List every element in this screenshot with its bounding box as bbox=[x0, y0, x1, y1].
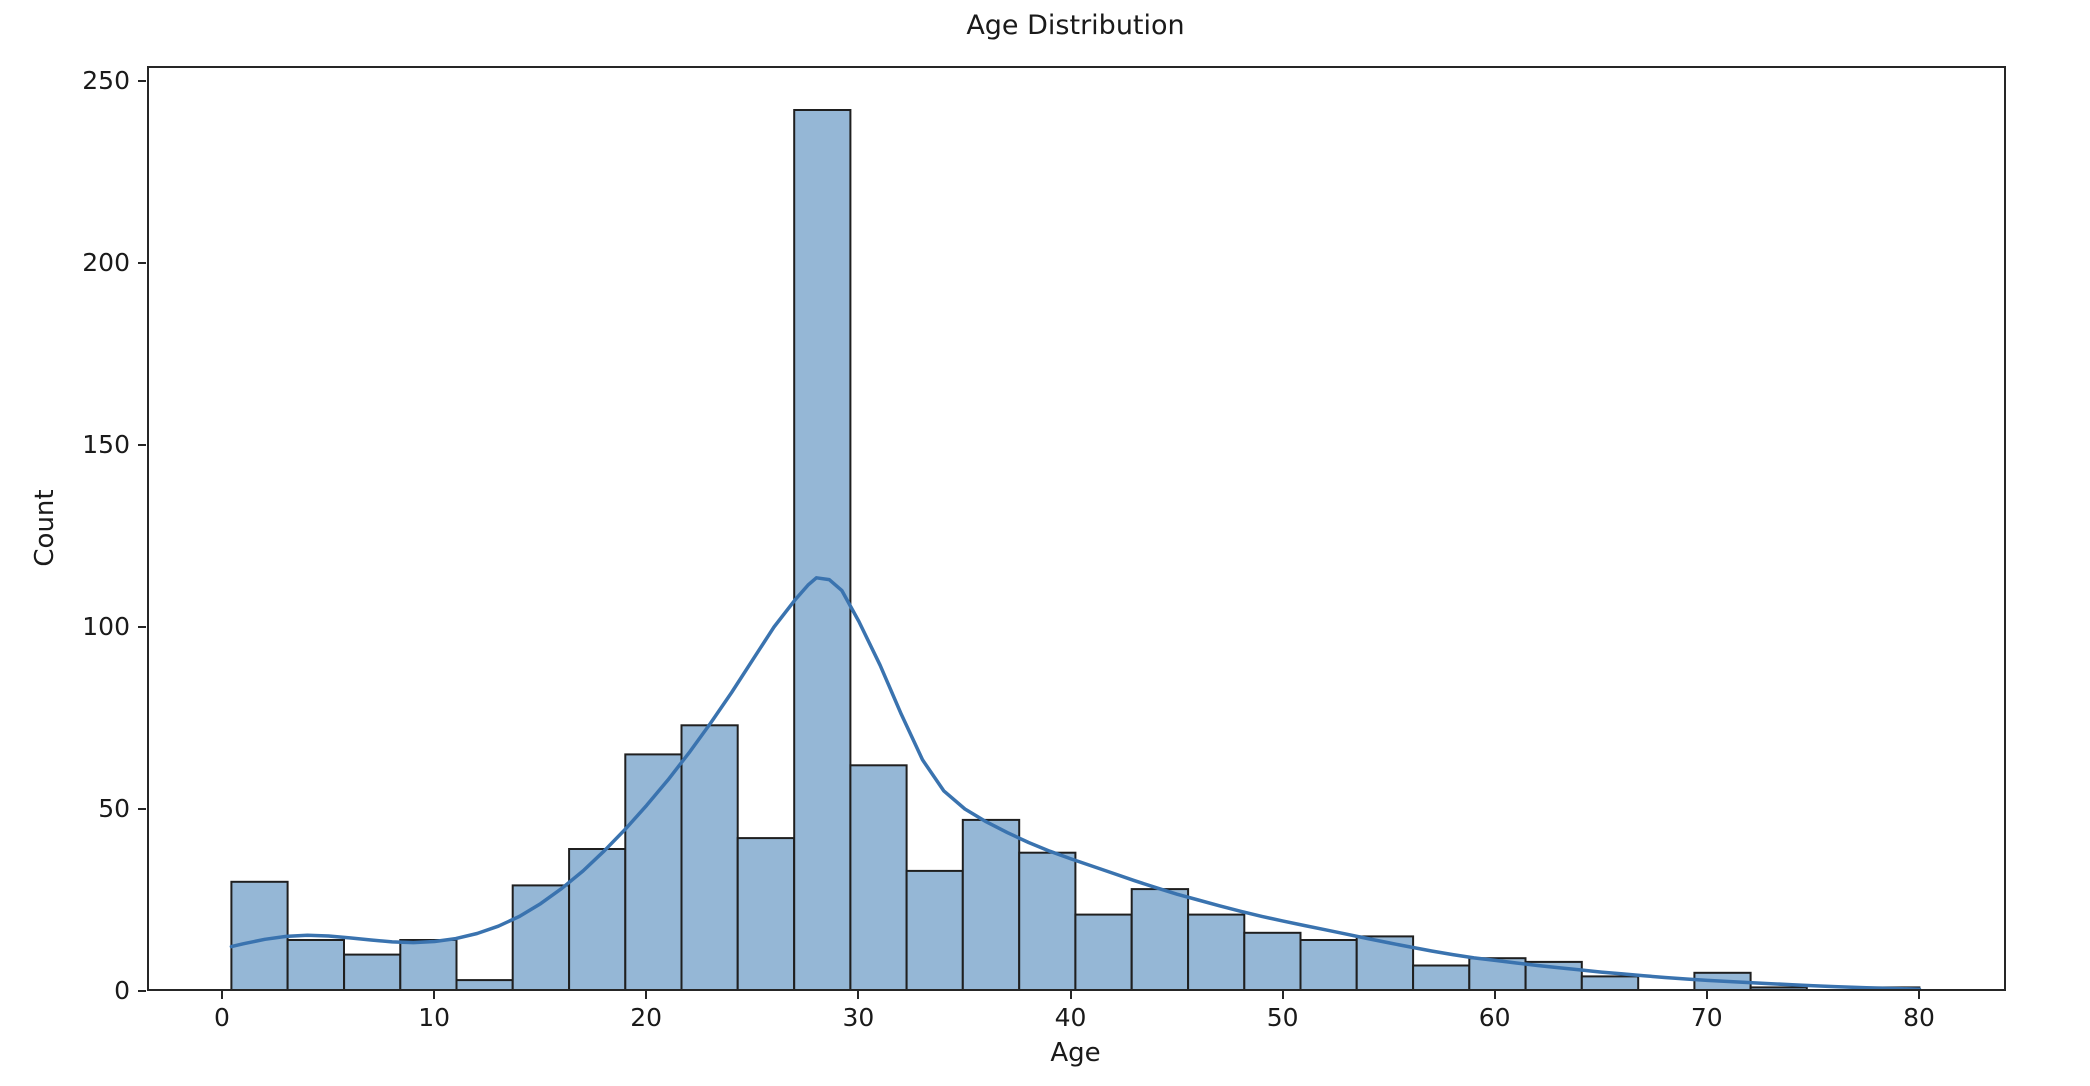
x-tick-mark bbox=[1493, 991, 1496, 999]
x-tick-label: 60 bbox=[1478, 1003, 1511, 1032]
y-tick-mark bbox=[137, 808, 146, 810]
y-tick-label: 100 bbox=[82, 612, 130, 641]
y-tick-mark bbox=[137, 444, 146, 446]
plot-area bbox=[146, 66, 2006, 991]
histogram-bar bbox=[286, 939, 345, 991]
y-tick-label: 150 bbox=[82, 430, 130, 459]
histogram-bar bbox=[342, 953, 401, 991]
y-tick-label: 200 bbox=[82, 247, 130, 277]
x-axis-label: Age bbox=[1050, 1038, 1101, 1068]
histogram-bar bbox=[736, 837, 795, 991]
histogram-bar bbox=[1073, 913, 1133, 991]
y-tick-mark bbox=[137, 79, 146, 82]
y-axis-label: Count bbox=[30, 489, 60, 567]
x-tick-label: 20 bbox=[630, 1003, 663, 1032]
histogram-bar bbox=[1017, 851, 1076, 991]
histogram-bar bbox=[567, 848, 626, 991]
histogram-svg bbox=[146, 66, 2006, 991]
histogram-bar bbox=[680, 724, 739, 991]
histogram-bar bbox=[1411, 964, 1470, 991]
x-tick-label: 10 bbox=[418, 1003, 450, 1032]
plot-border bbox=[146, 66, 2006, 991]
y-tick-label: 250 bbox=[82, 65, 130, 95]
histogram-bar bbox=[848, 764, 908, 991]
y-tick-label: 50 bbox=[98, 794, 130, 823]
x-tick-label: 40 bbox=[1054, 1003, 1087, 1032]
x-tick-label: 70 bbox=[1690, 1003, 1723, 1032]
chart-title: Age Distribution bbox=[966, 10, 1185, 41]
x-tick-label: 30 bbox=[842, 1003, 875, 1032]
y-tick-mark bbox=[137, 626, 146, 628]
x-tick-label: 80 bbox=[1903, 1003, 1935, 1032]
histogram-bar bbox=[1130, 888, 1189, 991]
x-tick-mark bbox=[433, 991, 436, 999]
histogram-bar bbox=[511, 884, 570, 991]
y-tick-mark bbox=[137, 990, 146, 992]
kde-curve bbox=[229, 576, 1921, 991]
x-tick-mark bbox=[1705, 991, 1708, 999]
histogram-bar bbox=[1186, 913, 1245, 991]
histogram-bar bbox=[623, 753, 682, 991]
histogram-bar bbox=[1580, 975, 1639, 991]
x-tick-label: 50 bbox=[1266, 1003, 1299, 1032]
histogram-bar bbox=[961, 818, 1020, 991]
histogram-bar bbox=[1299, 939, 1358, 991]
x-tick-mark bbox=[221, 991, 223, 999]
x-tick-mark bbox=[1069, 991, 1072, 999]
x-tick-mark bbox=[1918, 991, 1920, 999]
x-tick-mark bbox=[645, 991, 648, 999]
x-tick-label: 0 bbox=[214, 1003, 230, 1032]
x-tick-mark bbox=[1281, 991, 1284, 999]
histogram-bar bbox=[398, 939, 458, 991]
y-tick-mark bbox=[137, 261, 146, 264]
histogram-bar bbox=[905, 869, 964, 991]
histogram-bar bbox=[792, 109, 851, 991]
x-tick-mark bbox=[857, 991, 860, 999]
histogram-bar bbox=[1242, 931, 1302, 991]
y-tick-label: 0 bbox=[114, 976, 130, 1005]
